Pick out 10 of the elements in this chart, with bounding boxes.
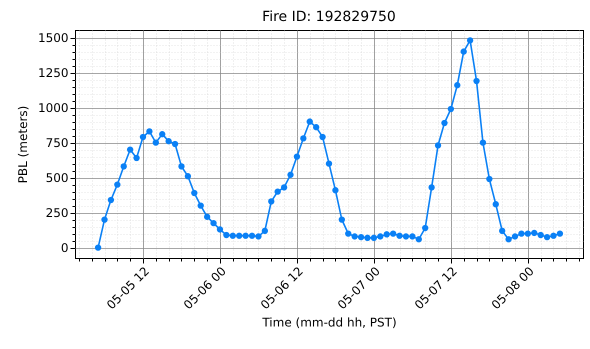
y-tick-label: 500 (46, 171, 68, 186)
chart-title: Fire ID: 192829750 (262, 9, 396, 25)
y-tick-label: 250 (46, 206, 68, 220)
y-tick-label: 1500 (38, 31, 68, 46)
y-tick-label: 1250 (38, 66, 68, 80)
y-tick-label: 1000 (38, 101, 68, 116)
y-tick-label: 0 (60, 241, 68, 256)
y-axis-title: PBL (meters) (16, 106, 30, 184)
x-axis-title: Time (mm-dd hh, PST) (261, 315, 397, 330)
y-tick-label: 750 (46, 136, 68, 150)
